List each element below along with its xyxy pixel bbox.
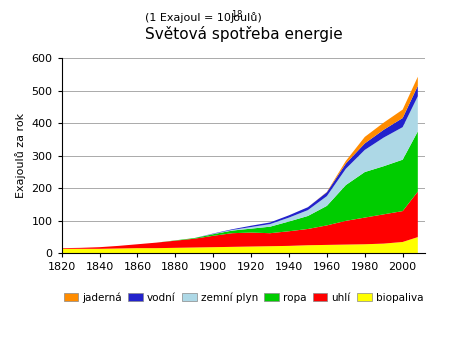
Legend: jaderná, vodní, zemní plyn, ropa, uhlí, biopaliva: jaderná, vodní, zemní plyn, ropa, uhlí, … bbox=[59, 288, 428, 307]
Y-axis label: Exajoulů za rok: Exajoulů za rok bbox=[15, 113, 26, 199]
Text: (1 Exajoul = 10: (1 Exajoul = 10 bbox=[145, 13, 230, 23]
Text: $\mathregular{18}$: $\mathregular{18}$ bbox=[230, 8, 243, 19]
Text: Joulů): Joulů) bbox=[230, 13, 262, 23]
Title: Světová spotřeba energie: Světová spotřeba energie bbox=[144, 26, 342, 42]
